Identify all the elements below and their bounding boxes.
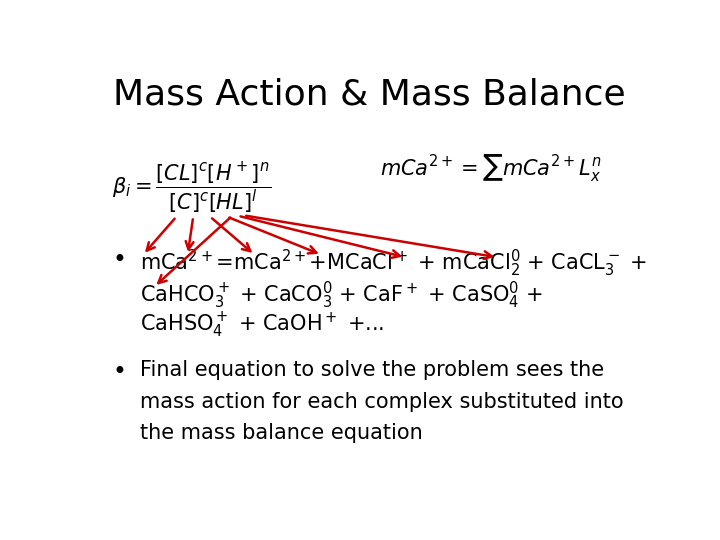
Text: CaHCO$_3^+$ + CaCO$_3^{0}$ + CaF$^+$ + CaSO$_4^{0}$ +: CaHCO$_3^+$ + CaCO$_3^{0}$ + CaF$^+$ + C… <box>140 279 543 310</box>
Text: Mass Action & Mass Balance: Mass Action & Mass Balance <box>113 77 625 111</box>
Text: mCa$^{2+}$=mCa$^{2+}$+MCaCl$^+$ + mCaCl$_2^{0}$ + CaCL$_3^-$ +: mCa$^{2+}$=mCa$^{2+}$+MCaCl$^+$ + mCaCl$… <box>140 248 647 279</box>
Text: mass action for each complex substituted into: mass action for each complex substituted… <box>140 392 624 411</box>
Text: CaHSO$_4^+$ + CaOH$^+$ +...: CaHSO$_4^+$ + CaOH$^+$ +... <box>140 311 384 340</box>
Text: Final equation to solve the problem sees the: Final equation to solve the problem sees… <box>140 360 604 380</box>
Text: $\beta_i = \dfrac{[CL]^c[H^+]^n}{[C]^c[HL]^l}$: $\beta_i = \dfrac{[CL]^c[H^+]^n}{[C]^c[H… <box>112 160 271 216</box>
Text: •: • <box>112 248 126 272</box>
Text: •: • <box>112 360 126 384</box>
Text: the mass balance equation: the mass balance equation <box>140 423 423 443</box>
Text: $mCa^{2+} = \sum mCa^{2+}L_x^n$: $mCa^{2+} = \sum mCa^{2+}L_x^n$ <box>380 152 602 183</box>
